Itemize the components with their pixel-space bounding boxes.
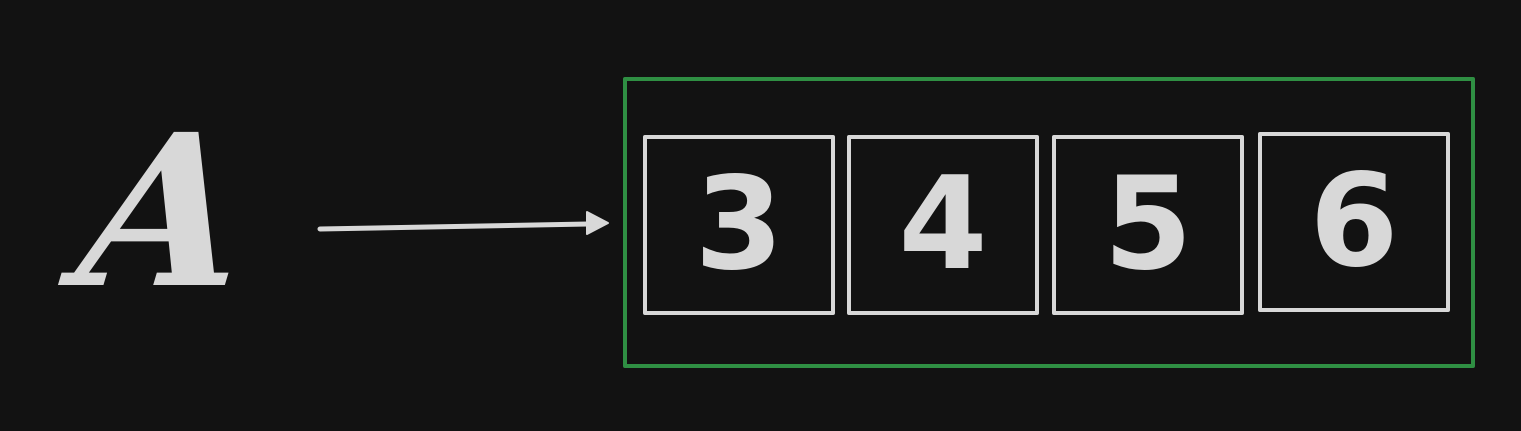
array-cell: 5 <box>1052 135 1244 315</box>
variable-label: A <box>69 88 258 335</box>
array-container <box>623 77 1475 368</box>
cell-value: 3 <box>694 150 784 299</box>
cell-value: 5 <box>1103 150 1193 299</box>
array-cell: 6 <box>1258 132 1450 312</box>
array-cell: 3 <box>643 135 835 315</box>
arrow-shaft <box>317 221 591 232</box>
cell-value: 6 <box>1309 147 1399 296</box>
arrow-head <box>586 211 609 235</box>
cell-value: 4 <box>898 150 988 299</box>
array-cell: 4 <box>847 135 1039 315</box>
